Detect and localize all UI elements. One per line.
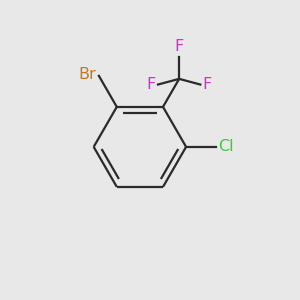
Text: F: F [175,39,184,54]
Text: F: F [146,76,156,92]
Text: Br: Br [78,67,96,82]
Text: F: F [203,76,212,92]
Text: Cl: Cl [218,140,234,154]
